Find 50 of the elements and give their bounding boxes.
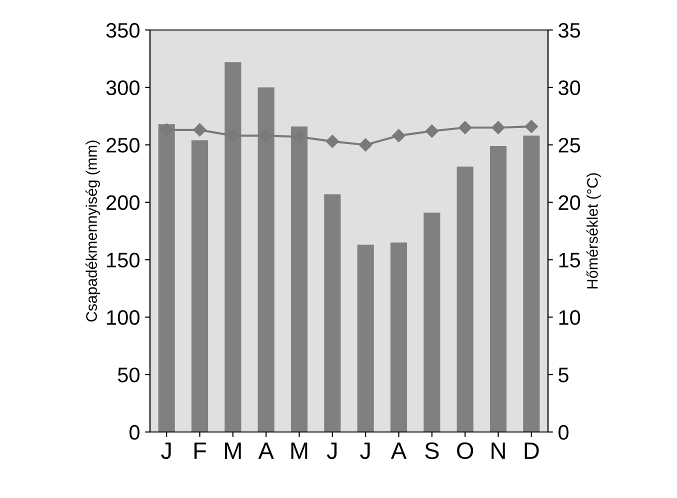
bar <box>424 212 440 432</box>
bar <box>490 146 507 432</box>
x-tick-label: A <box>258 442 274 459</box>
x-tick-label: J <box>326 442 337 460</box>
point <box>326 134 340 148</box>
point <box>160 123 174 137</box>
x-tick-label: S <box>425 442 439 460</box>
y-tick-label: 250 <box>106 138 140 153</box>
y2-tick-label: 35 <box>558 23 580 38</box>
bar <box>523 136 540 432</box>
point <box>425 124 439 138</box>
point <box>524 120 538 134</box>
x-tick-label: A <box>390 442 407 459</box>
x-tick-label: O <box>457 442 474 460</box>
y2-tick-label: 15 <box>559 252 580 268</box>
x-tick-label: D <box>524 442 539 459</box>
y-tick-label: 100 <box>107 310 140 325</box>
y-axis-title: Csapadékmennyiség (mm) <box>86 140 100 322</box>
point <box>193 123 206 137</box>
y-tick-label: 50 <box>118 368 140 382</box>
bar <box>456 166 474 432</box>
x-tick-label: F <box>194 442 206 459</box>
point <box>392 129 406 142</box>
point <box>358 138 372 152</box>
y2-tick-label: 30 <box>558 80 580 96</box>
y2-tick-label: 25 <box>558 138 580 153</box>
point <box>259 129 273 142</box>
y-tick-label: 200 <box>106 195 140 210</box>
x-tick-label: M <box>291 442 308 459</box>
bar <box>324 194 341 432</box>
y-tick-label: 350 <box>106 23 140 38</box>
bar <box>390 242 408 432</box>
y2-tick-label: 0 <box>558 425 568 440</box>
x-tick-label: M <box>225 442 241 459</box>
bar <box>191 140 208 432</box>
point <box>458 121 472 134</box>
y-tick-label: 150 <box>107 252 140 268</box>
y2-tick-label: 10 <box>559 310 580 325</box>
point <box>492 121 505 134</box>
point <box>226 129 240 142</box>
point <box>292 130 306 144</box>
x-tick-label: J <box>161 442 171 460</box>
bar <box>357 244 374 432</box>
x-tick-label: N <box>492 442 505 459</box>
y2-axis-title: Hőmérséklet (°C) <box>586 173 601 288</box>
x-tick-label: J <box>360 442 370 460</box>
y2-tick-label: 5 <box>558 368 568 382</box>
y2-tick-label: 20 <box>558 195 580 210</box>
y-tick-label: 0 <box>130 425 140 440</box>
y-tick-label: 300 <box>106 80 140 96</box>
